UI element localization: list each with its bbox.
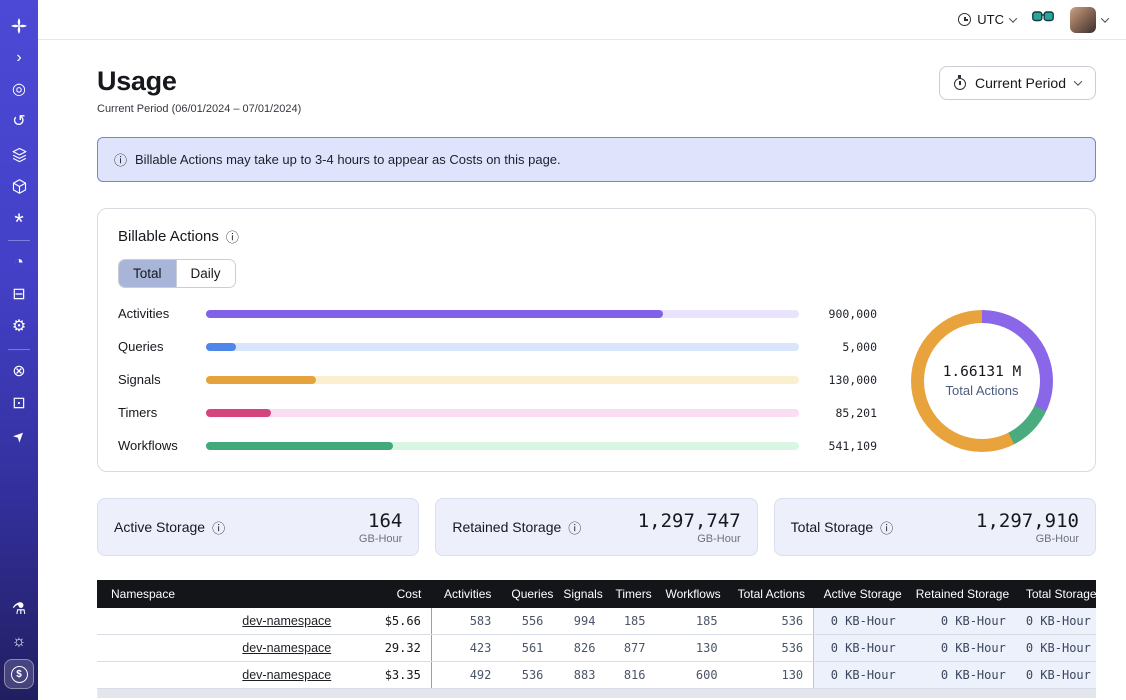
- active-storage-card: Active Storage ⓘ 164 GB-Hour: [97, 498, 420, 556]
- info-banner: ⓘ Billable Actions may take up to 3-4 ho…: [97, 137, 1096, 182]
- activities-bar: [206, 309, 663, 318]
- sidebar-divider: [8, 349, 30, 350]
- usage-gauge-icon[interactable]: ◔: [14, 254, 24, 271]
- stopwatch-icon: [953, 75, 966, 90]
- support-lifebuoy-icon[interactable]: ⊗: [12, 363, 26, 380]
- docs-icon[interactable]: ⊡: [12, 395, 26, 412]
- nexus-icon[interactable]: *: [14, 208, 24, 236]
- namespace-link[interactable]: dev-namespace: [242, 641, 332, 655]
- expand-sidebar-icon[interactable]: ›: [16, 49, 22, 66]
- rocket-icon[interactable]: ➤: [9, 426, 29, 446]
- total-storage-card: Total Storage ⓘ 1,297,910 GB-Hour: [773, 498, 1096, 556]
- avatar[interactable]: [1070, 6, 1096, 33]
- bar-row-signals: Signals 130,000: [118, 372, 877, 387]
- info-icon: ⓘ: [114, 153, 128, 168]
- sidebar-divider: [8, 240, 30, 241]
- browser-window-icon[interactable]: ⊟: [12, 286, 26, 303]
- sidebar: › ◎ ↺ * ◔ ⊟ ⚙ ⊗ ⊡ ➤ ⚗ ☼ $: [0, 0, 38, 700]
- billable-actions-title: Billable Actions ⓘ: [118, 228, 239, 245]
- cube-icon[interactable]: [4, 171, 34, 201]
- info-icon[interactable]: ⓘ: [225, 230, 239, 245]
- timers-bar: [206, 408, 272, 417]
- theme-sun-icon[interactable]: ☼: [11, 633, 27, 650]
- clipped-table-row: [97, 689, 1096, 698]
- billing-usage-icon[interactable]: $: [4, 659, 34, 689]
- table-row: dev-namespace $3.35 492 536 883 816 600 …: [97, 661, 1096, 689]
- info-icon[interactable]: ⓘ: [880, 520, 894, 536]
- main-area: UTC Usage Current Period (06/01/2024 –: [38, 0, 1126, 700]
- retained-storage-value: 1,297,747: [637, 509, 741, 532]
- namespace-link[interactable]: dev-namespace: [242, 668, 332, 682]
- clock-icon: [958, 13, 972, 26]
- donut-center: 1.66131 M Total Actions: [924, 322, 1040, 439]
- temporal-logo-icon[interactable]: [4, 11, 34, 41]
- info-icon[interactable]: ⓘ: [212, 520, 226, 536]
- layers-icon[interactable]: [4, 139, 34, 169]
- total-storage-value: 1,297,910: [976, 509, 1079, 532]
- table-row: dev-namespace $5.66 583 556 994 185 185 …: [97, 608, 1096, 635]
- timezone-label: UTC: [977, 12, 1004, 27]
- tab-total[interactable]: Total: [119, 260, 176, 287]
- settings-gear-icon[interactable]: ⚙: [11, 318, 27, 335]
- glasses-icon[interactable]: [1032, 10, 1054, 29]
- queries-bar: [206, 342, 236, 351]
- bar-row-activities: Activities 900,000: [118, 306, 877, 321]
- tab-daily[interactable]: Daily: [175, 260, 235, 287]
- banner-text: Billable Actions may take up to 3-4 hour…: [135, 152, 561, 167]
- chevron-down-icon: [1008, 13, 1018, 23]
- storage-summary-row: Active Storage ⓘ 164 GB-Hour Retained St…: [97, 498, 1096, 556]
- content: Usage Current Period (06/01/2024 – 07/01…: [38, 40, 1126, 700]
- total-actions-label: Total Actions: [945, 382, 1019, 398]
- active-storage-value: 164: [368, 509, 403, 532]
- workflows-bar: [206, 441, 393, 450]
- page-header: Usage Current Period (06/01/2024 – 07/01…: [97, 66, 1096, 115]
- info-icon[interactable]: ⓘ: [568, 520, 582, 536]
- bar-row-timers: Timers 85,201: [118, 405, 877, 420]
- donut-ring: 1.66131 M Total Actions: [911, 309, 1053, 452]
- namespace-usage-table: Namespace Cost Activities Queries Signal…: [97, 580, 1096, 689]
- topbar: UTC: [38, 0, 1126, 40]
- lab-flask-icon[interactable]: ⚗: [11, 601, 27, 618]
- bar-row-queries: Queries 5,000: [118, 339, 877, 354]
- billable-chart: Activities 900,000 Queries 5,000 Signals: [118, 306, 1075, 455]
- bar-row-workflows: Workflows 541,109: [118, 438, 877, 453]
- chevron-down-icon: [1100, 13, 1110, 23]
- page-title: Usage: [97, 66, 177, 96]
- table-row: dev-namespace 29.32 423 561 826 877 130 …: [97, 634, 1096, 662]
- page-subtitle: Current Period (06/01/2024 – 07/01/2024): [97, 103, 302, 115]
- signals-bar: [206, 375, 316, 384]
- schedules-icon[interactable]: ↺: [12, 113, 26, 130]
- chevron-down-icon: [1073, 77, 1083, 86]
- namespaces-icon[interactable]: ◎: [12, 81, 26, 98]
- current-period-dropdown[interactable]: Current Period: [938, 66, 1096, 100]
- namespace-link[interactable]: dev-namespace: [242, 614, 332, 628]
- total-actions-value: 1.66131 M: [942, 363, 1022, 380]
- billable-actions-card: Billable Actions ⓘ Total Daily Activitie…: [97, 208, 1096, 472]
- bar-chart: Activities 900,000 Queries 5,000 Signals: [118, 306, 877, 455]
- billable-view-tabs: Total Daily: [118, 259, 236, 288]
- retained-storage-card: Retained Storage ⓘ 1,297,747 GB-Hour: [435, 498, 758, 556]
- table-header-row: Namespace Cost Activities Queries Signal…: [97, 580, 1096, 608]
- account-menu[interactable]: [1070, 6, 1110, 33]
- timezone-selector[interactable]: UTC: [958, 12, 1018, 27]
